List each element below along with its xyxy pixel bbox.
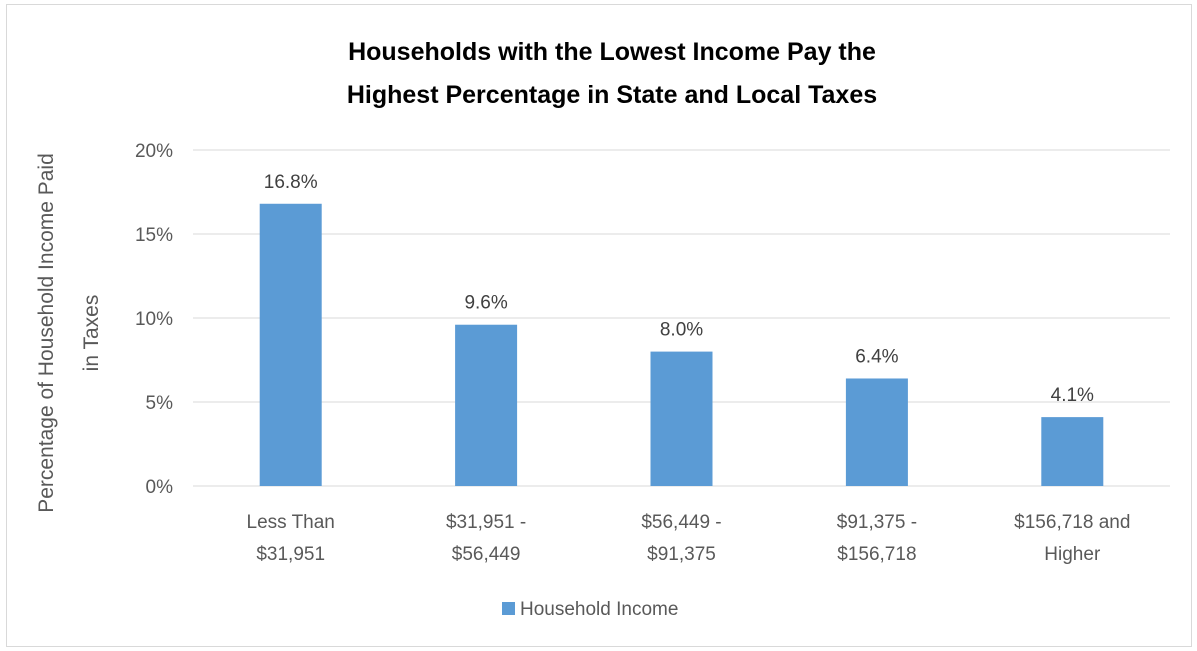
y-axis-title-line-2: in Taxes bbox=[80, 295, 103, 372]
legend: Household Income bbox=[502, 599, 678, 620]
x-category-label: Less Than bbox=[247, 512, 335, 533]
data-label: 9.6% bbox=[464, 293, 507, 314]
x-category-label: $31,951 - bbox=[446, 512, 526, 533]
x-category-label: $56,449 bbox=[452, 544, 521, 565]
data-label: 8.0% bbox=[660, 320, 703, 341]
bars bbox=[259, 203, 1104, 486]
x-category-label: $31,951 bbox=[256, 544, 325, 565]
x-category-label: $91,375 bbox=[647, 544, 716, 565]
y-axis-ticks: 0% 5% 10% 15% 20% bbox=[135, 141, 173, 498]
data-label: 4.1% bbox=[1051, 385, 1094, 406]
x-category-label: Higher bbox=[1044, 544, 1101, 565]
y-axis-title-line-1: Percentage of Household Income Paid bbox=[35, 153, 58, 513]
x-category-label: $91,375 - bbox=[837, 512, 917, 533]
legend-swatch bbox=[502, 602, 515, 615]
x-category-label: $56,449 - bbox=[641, 512, 721, 533]
chart-title: Households with the Lowest Income Pay th… bbox=[347, 38, 877, 109]
x-category-label: $156,718 and bbox=[1014, 512, 1130, 533]
y-tick-label: 0% bbox=[146, 477, 174, 498]
bar bbox=[259, 203, 322, 486]
chart-frame bbox=[6, 4, 1192, 647]
legend-label: Household Income bbox=[520, 599, 678, 620]
y-tick-label: 10% bbox=[135, 309, 173, 330]
y-axis-title: Percentage of Household Income Paid in T… bbox=[35, 153, 103, 513]
data-label: 16.8% bbox=[264, 172, 318, 193]
y-tick-label: 20% bbox=[135, 141, 173, 162]
x-category-label: $156,718 bbox=[837, 544, 916, 565]
data-labels: 16.8% 9.6% 8.0% 6.4% 4.1% bbox=[264, 172, 1094, 406]
chart-title-line-2: Highest Percentage in State and Local Ta… bbox=[347, 81, 877, 109]
y-tick-label: 5% bbox=[146, 393, 174, 414]
chart-title-line-1: Households with the Lowest Income Pay th… bbox=[348, 38, 876, 66]
bar bbox=[455, 324, 518, 486]
data-label: 6.4% bbox=[855, 346, 898, 367]
bar bbox=[650, 351, 713, 486]
x-axis-categories: Less Than $31,951 $31,951 - $56,449 $56,449 … bbox=[247, 512, 1131, 565]
y-tick-label: 15% bbox=[135, 225, 173, 246]
bar bbox=[1041, 417, 1104, 486]
bar bbox=[845, 378, 908, 486]
